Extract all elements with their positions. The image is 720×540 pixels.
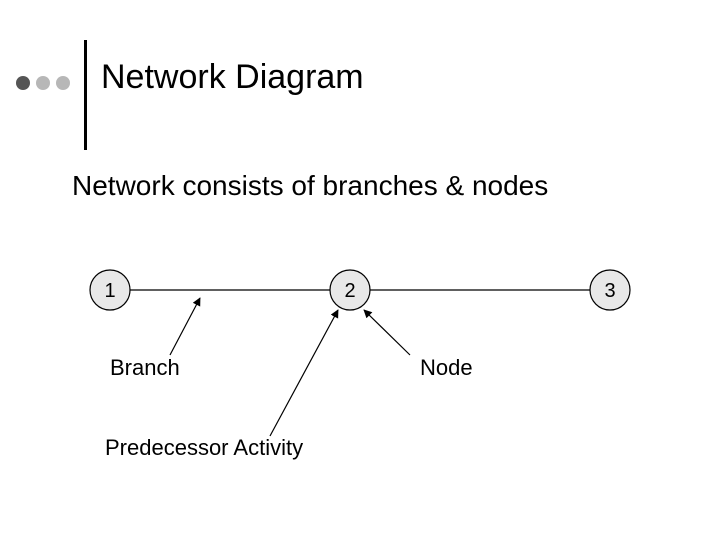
- annotation-arrow: [270, 310, 338, 436]
- annotation-arrow: [364, 310, 410, 355]
- annotation-label-predecessor: Predecessor Activity: [105, 435, 303, 460]
- slide-subtitle: Network consists of branches & nodes: [72, 170, 548, 202]
- annotation-label-node: Node: [420, 355, 473, 380]
- slide-header: Network Diagram: [0, 28, 364, 138]
- node-label: 1: [104, 280, 115, 302]
- node-label: 3: [604, 280, 615, 302]
- annotation-arrow: [170, 298, 200, 355]
- network-diagram: 1 2 3 Branch Node Predecessor Activity: [70, 240, 650, 500]
- header-dots: [16, 76, 70, 90]
- node-label: 2: [344, 280, 355, 302]
- annotation-label-branch: Branch: [110, 355, 180, 380]
- slide: Network Diagram Network consists of bran…: [0, 0, 720, 540]
- diagram-svg: 1 2 3 Branch Node Predecessor Activity: [70, 240, 650, 500]
- dot-icon: [36, 76, 50, 90]
- dot-icon: [56, 76, 70, 90]
- slide-title: Network Diagram: [101, 58, 364, 97]
- header-rule: [84, 40, 87, 150]
- dot-icon: [16, 76, 30, 90]
